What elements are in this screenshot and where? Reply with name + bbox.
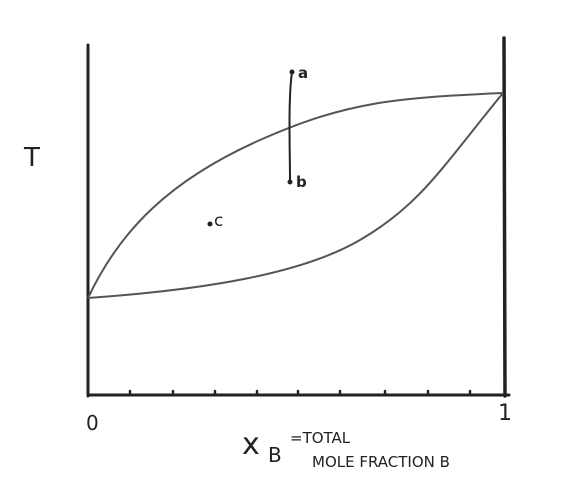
point-b bbox=[287, 179, 293, 185]
axis-ticks bbox=[128, 389, 472, 397]
right-axis bbox=[502, 36, 507, 398]
x-max-label: 1 bbox=[498, 401, 512, 426]
x-min-label: 0 bbox=[86, 411, 99, 435]
x-axis-symbol: x bbox=[242, 427, 260, 462]
point-a bbox=[289, 69, 295, 75]
a-b-line bbox=[288, 71, 293, 183]
x-axis-subscript: B bbox=[268, 443, 282, 467]
x-axis-description: =TOTAL bbox=[290, 429, 351, 447]
bubble-curve bbox=[87, 92, 504, 299]
y-axis-label: T bbox=[23, 143, 40, 173]
point-label: a bbox=[298, 64, 308, 82]
x-axis-description: MOLE FRACTION B bbox=[312, 453, 450, 471]
point-c bbox=[207, 221, 213, 227]
point-label: c bbox=[214, 211, 223, 231]
point-label: b bbox=[296, 173, 307, 191]
dew-curve bbox=[87, 92, 504, 299]
